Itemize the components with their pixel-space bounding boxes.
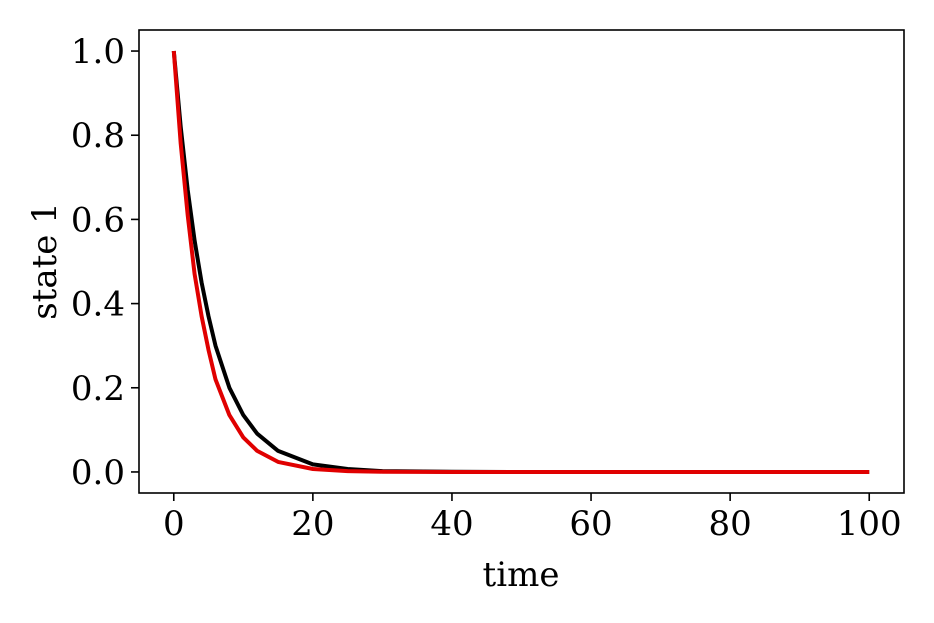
y-tick-label: 1.0 <box>71 32 125 72</box>
y-tick-label: 0.4 <box>71 285 125 325</box>
y-tick-label: 0.8 <box>71 116 125 156</box>
x-axis-ticks: 0 20 40 60 80 100 <box>163 493 902 544</box>
series-line-2 <box>171 50 870 474</box>
x-axis-label: time <box>483 555 560 595</box>
y-axis-label: state 1 <box>25 202 65 320</box>
x-tick-label: 80 <box>709 504 752 544</box>
x-tick-label: 40 <box>430 504 473 544</box>
x-tick-label: 20 <box>291 504 334 544</box>
x-tick-label: 100 <box>837 504 902 544</box>
series-line-1 <box>171 50 870 474</box>
y-tick-label: 0.6 <box>71 200 125 240</box>
y-axis-ticks: 0.0 0.2 0.4 0.6 0.8 1.0 <box>71 32 139 493</box>
axes-frame <box>138 29 905 494</box>
x-tick-label: 60 <box>569 504 612 544</box>
plot-area <box>171 50 870 474</box>
y-tick-label: 0.0 <box>71 453 125 493</box>
x-tick-label: 0 <box>163 504 185 544</box>
y-tick-label: 0.2 <box>71 369 125 409</box>
